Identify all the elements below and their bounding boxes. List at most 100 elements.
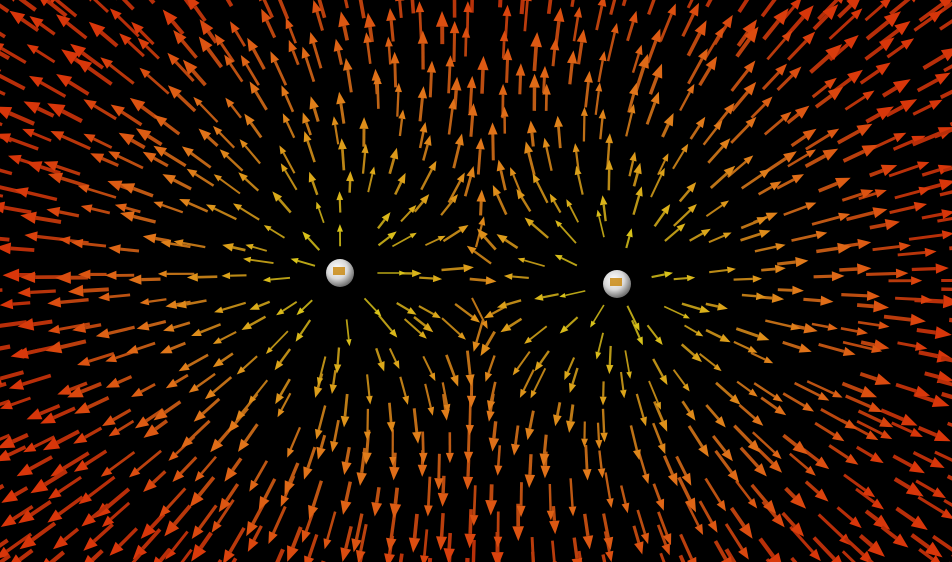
field-arrow — [677, 476, 696, 513]
arrow-head — [605, 133, 613, 144]
arrow-shaft — [568, 63, 574, 85]
field-arrow — [590, 304, 605, 328]
field-arrow — [0, 201, 32, 215]
arrow-shaft — [31, 521, 57, 542]
field-arrow — [917, 425, 951, 442]
arrow-head — [748, 388, 758, 397]
arrow-head — [412, 431, 422, 444]
arrow-head — [398, 109, 406, 120]
field-arrow — [782, 433, 808, 455]
arrow-head — [191, 544, 207, 562]
arrow-head — [71, 238, 84, 249]
arrow-head — [435, 11, 449, 27]
arrow-shaft — [678, 554, 686, 562]
arrow-head — [789, 66, 802, 79]
arrow-shaft — [860, 340, 875, 347]
arrow-shaft — [0, 399, 10, 407]
arrow-head — [687, 204, 697, 213]
field-arrow — [77, 351, 115, 366]
arrow-shaft — [489, 381, 497, 402]
arrow-shaft — [39, 22, 56, 36]
arrow-shaft — [174, 60, 195, 83]
field-arrow — [814, 421, 845, 442]
arrow-shaft — [703, 35, 720, 60]
field-arrow — [153, 548, 172, 562]
arrow-head — [663, 113, 674, 127]
arrow-head — [61, 49, 79, 65]
arrow-shaft — [284, 169, 298, 191]
arrow-head — [20, 211, 37, 224]
field-arrow — [859, 371, 892, 385]
arrow-shaft — [81, 51, 105, 70]
arrow-shaft — [82, 242, 107, 248]
arrow-shaft — [859, 371, 878, 382]
field-arrow — [525, 410, 535, 441]
point-charges — [326, 259, 631, 298]
arrow-head — [485, 276, 497, 285]
field-arrow — [461, 27, 471, 57]
field-arrow — [277, 392, 292, 418]
arrow-head — [47, 172, 64, 184]
arrow-shaft — [284, 94, 295, 113]
arrow-head — [738, 546, 749, 560]
arrow-shaft — [387, 46, 392, 65]
arrow-head — [167, 52, 180, 66]
field-arrow — [567, 50, 578, 85]
arrow-shaft — [582, 115, 586, 142]
arrow-shaft — [427, 476, 432, 506]
field-arrow — [363, 408, 371, 441]
arrow-head — [500, 106, 509, 117]
arrow-head — [553, 414, 562, 427]
arrow-shaft — [206, 30, 218, 44]
arrow-head — [929, 99, 943, 110]
arrow-head — [932, 487, 946, 499]
arrow-shaft — [0, 73, 26, 91]
arrow-head — [157, 270, 167, 278]
arrow-head — [136, 321, 150, 331]
field-arrow — [686, 20, 707, 57]
arrow-head — [131, 21, 144, 35]
arrow-head — [815, 230, 828, 240]
arrow-head — [139, 67, 151, 79]
arrow-shaft — [893, 477, 911, 490]
field-arrow — [840, 326, 868, 336]
arrow-head — [363, 431, 371, 441]
arrow-shaft — [83, 287, 109, 293]
field-arrow — [0, 31, 6, 39]
field-arrow — [361, 143, 369, 174]
arrow-shaft — [932, 534, 952, 552]
field-arrow — [601, 554, 607, 562]
arrow-head — [772, 449, 782, 460]
arrow-shaft — [606, 143, 611, 168]
field-arrow — [47, 495, 84, 523]
arrow-shaft — [942, 166, 952, 173]
arrow-shaft — [366, 42, 372, 64]
arrow-head — [408, 205, 417, 214]
field-arrow — [735, 327, 770, 341]
arrow-head — [276, 308, 285, 316]
arrow-shaft — [151, 470, 167, 484]
arrow-head — [436, 536, 448, 551]
arrow-shaft — [657, 159, 666, 176]
arrow-shaft — [454, 302, 474, 318]
arrow-head — [873, 514, 891, 530]
arrow-shaft — [336, 347, 341, 365]
field-arrow — [364, 12, 376, 43]
arrow-head — [126, 344, 139, 354]
arrow-head — [559, 325, 569, 334]
arrow-head — [662, 153, 669, 162]
arrow-shaft — [445, 354, 456, 377]
arrow-head — [351, 538, 362, 553]
field-arrow — [549, 505, 560, 535]
arrow-head — [153, 114, 168, 127]
arrow-shaft — [501, 41, 506, 59]
arrow-head — [727, 469, 740, 483]
arrow-head — [747, 498, 758, 509]
arrow-shaft — [864, 44, 884, 61]
arrow-head — [534, 361, 544, 372]
field-arrow — [233, 203, 260, 221]
arrow-head — [389, 147, 399, 160]
field-arrow — [290, 258, 316, 267]
field-arrow — [214, 301, 247, 313]
field-arrow — [336, 191, 344, 213]
